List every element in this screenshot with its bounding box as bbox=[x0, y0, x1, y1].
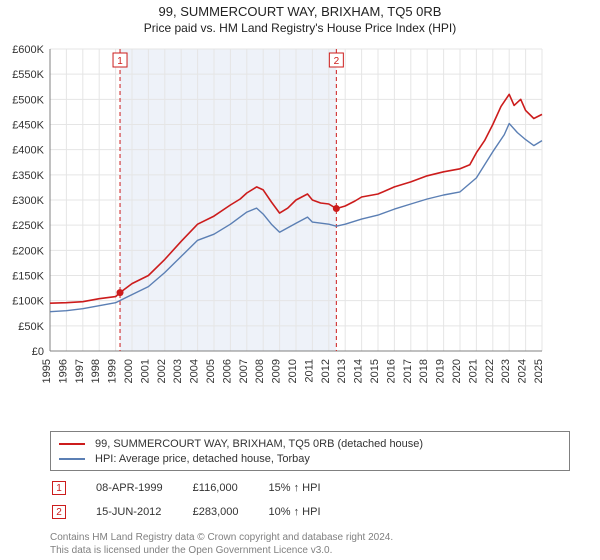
address-title: 99, SUMMERCOURT WAY, BRIXHAM, TQ5 0RB bbox=[0, 4, 600, 19]
svg-text:2009: 2009 bbox=[271, 359, 283, 383]
licence-line-2: This data is licensed under the Open Gov… bbox=[50, 544, 570, 557]
svg-text:2003: 2003 bbox=[172, 359, 184, 383]
chart-subtitle: Price paid vs. HM Land Registry's House … bbox=[0, 21, 600, 35]
legend: 99, SUMMERCOURT WAY, BRIXHAM, TQ5 0RB (d… bbox=[50, 431, 570, 471]
svg-text:2010: 2010 bbox=[287, 359, 299, 383]
licence-line-1: Contains HM Land Registry data © Crown c… bbox=[50, 531, 570, 544]
svg-text:2001: 2001 bbox=[139, 359, 151, 383]
svg-text:2022: 2022 bbox=[484, 359, 496, 383]
svg-text:£400K: £400K bbox=[12, 145, 44, 157]
sale-diff: 10% ↑ HPI bbox=[269, 501, 349, 523]
svg-text:£450K: £450K bbox=[12, 120, 44, 132]
svg-text:1995: 1995 bbox=[41, 359, 53, 383]
svg-text:£250K: £250K bbox=[12, 220, 44, 232]
svg-text:£300K: £300K bbox=[12, 195, 44, 207]
marker-badge: 2 bbox=[52, 505, 66, 519]
licence-note: Contains HM Land Registry data © Crown c… bbox=[50, 531, 570, 557]
svg-text:£50K: £50K bbox=[18, 321, 44, 333]
svg-text:2024: 2024 bbox=[517, 359, 529, 383]
line-chart: £0 £50K £100K £150K £200K £250K £300K £350K £400… bbox=[0, 41, 556, 401]
svg-text:2011: 2011 bbox=[303, 359, 315, 383]
svg-text:£550K: £550K bbox=[12, 69, 44, 81]
svg-text:1996: 1996 bbox=[57, 359, 69, 383]
svg-text:1997: 1997 bbox=[74, 359, 86, 383]
svg-text:2023: 2023 bbox=[500, 359, 512, 383]
svg-text:£500K: £500K bbox=[12, 94, 44, 106]
svg-text:£100K: £100K bbox=[12, 296, 44, 308]
marker-badge: 1 bbox=[52, 481, 66, 495]
svg-text:2014: 2014 bbox=[353, 359, 365, 383]
svg-text:1999: 1999 bbox=[107, 359, 119, 383]
svg-text:£150K: £150K bbox=[12, 271, 44, 283]
svg-text:2017: 2017 bbox=[402, 359, 414, 383]
svg-text:2019: 2019 bbox=[435, 359, 447, 383]
svg-text:2002: 2002 bbox=[156, 359, 168, 383]
legend-label-b: HPI: Average price, detached house, Torb… bbox=[95, 453, 310, 465]
svg-text:2006: 2006 bbox=[221, 359, 233, 383]
chart-area: £0 £50K £100K £150K £200K £250K £300K £350K £400… bbox=[0, 35, 600, 425]
svg-text:2025: 2025 bbox=[533, 359, 545, 383]
svg-text:£0: £0 bbox=[32, 346, 44, 358]
sales-table: 1 08-APR-1999 £116,000 15% ↑ HPI 2 15-JU… bbox=[50, 475, 351, 525]
svg-text:£600K: £600K bbox=[12, 44, 44, 56]
svg-text:2012: 2012 bbox=[320, 359, 332, 383]
svg-text:1: 1 bbox=[117, 56, 123, 67]
svg-text:2005: 2005 bbox=[205, 359, 217, 383]
svg-text:2007: 2007 bbox=[238, 359, 250, 383]
svg-text:2000: 2000 bbox=[123, 359, 135, 383]
svg-text:2004: 2004 bbox=[189, 359, 201, 383]
sale-price: £116,000 bbox=[193, 477, 267, 499]
svg-text:1998: 1998 bbox=[90, 359, 102, 383]
svg-text:2015: 2015 bbox=[369, 359, 381, 383]
legend-item-a: 99, SUMMERCOURT WAY, BRIXHAM, TQ5 0RB (d… bbox=[59, 436, 561, 451]
svg-text:2021: 2021 bbox=[467, 359, 479, 383]
svg-text:2016: 2016 bbox=[385, 359, 397, 383]
svg-text:2: 2 bbox=[334, 56, 340, 67]
svg-text:2008: 2008 bbox=[254, 359, 266, 383]
sale-date: 15-JUN-2012 bbox=[96, 501, 191, 523]
svg-text:2013: 2013 bbox=[336, 359, 348, 383]
svg-text:£200K: £200K bbox=[12, 245, 44, 257]
legend-swatch-a bbox=[59, 443, 85, 445]
table-row: 2 15-JUN-2012 £283,000 10% ↑ HPI bbox=[52, 501, 349, 523]
svg-text:£350K: £350K bbox=[12, 170, 44, 182]
legend-swatch-b bbox=[59, 458, 85, 460]
svg-text:2018: 2018 bbox=[418, 359, 430, 383]
legend-item-b: HPI: Average price, detached house, Torb… bbox=[59, 451, 561, 466]
sale-price: £283,000 bbox=[193, 501, 267, 523]
legend-label-a: 99, SUMMERCOURT WAY, BRIXHAM, TQ5 0RB (d… bbox=[95, 438, 423, 450]
svg-text:2020: 2020 bbox=[451, 359, 463, 383]
sale-diff: 15% ↑ HPI bbox=[269, 477, 349, 499]
sale-date: 08-APR-1999 bbox=[96, 477, 191, 499]
table-row: 1 08-APR-1999 £116,000 15% ↑ HPI bbox=[52, 477, 349, 499]
